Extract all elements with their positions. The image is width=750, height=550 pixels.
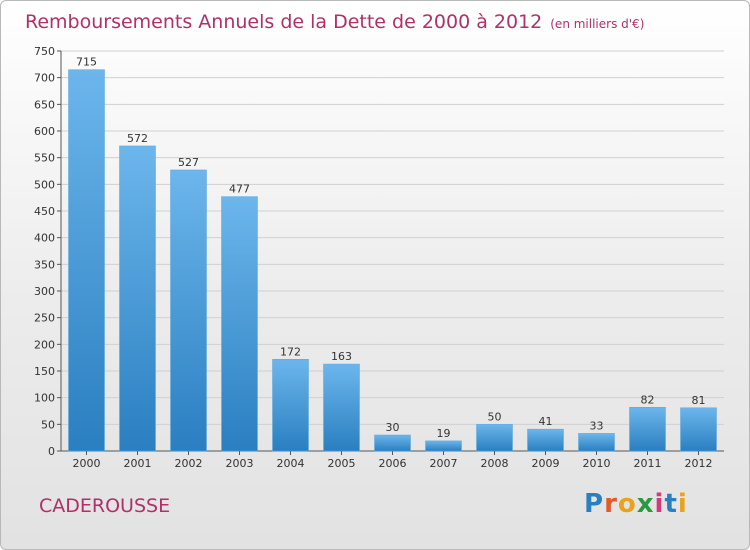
bar-2002 (170, 169, 207, 452)
x-tick-label-2008: 2008 (481, 457, 509, 470)
y-tick-label: 700 (34, 72, 55, 85)
y-tick-label: 200 (34, 338, 55, 351)
y-tick-label: 0 (48, 445, 55, 458)
x-tick-label-2000: 2000 (73, 457, 101, 470)
x-tick-label-2003: 2003 (226, 457, 254, 470)
y-tick-label: 150 (34, 365, 55, 378)
y-tick-label: 600 (34, 125, 55, 138)
bar-2007 (425, 440, 462, 452)
x-tick-label-2002: 2002 (175, 457, 203, 470)
bar-2006 (374, 434, 411, 452)
x-tick-label-2010: 2010 (583, 457, 611, 470)
bar-2010 (578, 433, 615, 452)
x-tick-label-2007: 2007 (430, 457, 458, 470)
y-tick-label: 650 (34, 98, 55, 111)
bars (68, 69, 717, 452)
y-tick-label: 100 (34, 392, 55, 405)
value-label-2000: 715 (76, 56, 97, 69)
x-tick-label-2001: 2001 (124, 457, 152, 470)
logo-letter: t (664, 489, 678, 519)
value-label-2008: 50 (488, 410, 502, 423)
value-label-2005: 163 (331, 350, 352, 363)
value-label-2009: 41 (539, 415, 553, 428)
gridlines (61, 50, 724, 425)
axes (57, 50, 724, 455)
logo-letter: o (617, 489, 637, 519)
y-tick-label: 450 (34, 205, 55, 218)
y-tick-label: 400 (34, 232, 55, 245)
y-tick-label: 50 (41, 418, 55, 431)
city-name: CADEROUSSE (39, 495, 171, 517)
chart-unit: (en milliers d'€) (550, 17, 645, 31)
x-tick-label-2004: 2004 (277, 457, 305, 470)
value-label-2006: 30 (386, 421, 400, 434)
chart-title: Remboursements Annuels de la Dette de 20… (25, 11, 644, 33)
value-label-2007: 19 (437, 427, 451, 440)
labels: 0501001502002503003504004505005506006507… (34, 45, 713, 470)
y-tick-label: 550 (34, 152, 55, 165)
value-label-2003: 477 (229, 183, 250, 196)
x-tick-label-2005: 2005 (328, 457, 356, 470)
y-tick-label: 300 (34, 285, 55, 298)
bar-2000 (68, 69, 105, 452)
x-tick-label-2006: 2006 (379, 457, 407, 470)
y-tick-label: 350 (34, 258, 55, 271)
value-label-2012: 81 (692, 394, 706, 407)
logo-letter: i (654, 489, 665, 519)
value-label-2011: 82 (641, 393, 655, 406)
value-label-2002: 527 (178, 156, 199, 169)
chart-title-text: Remboursements Annuels de la Dette de 20… (25, 11, 543, 33)
logo-letter: P (584, 489, 605, 519)
bar-2011 (629, 407, 666, 452)
y-tick-label: 500 (34, 178, 55, 191)
logo-letter: x (636, 489, 655, 519)
value-label-2004: 172 (280, 345, 301, 358)
y-tick-label: 750 (34, 45, 55, 58)
bar-2003 (221, 196, 258, 452)
bar-2005 (323, 363, 360, 452)
bar-2004 (272, 359, 309, 452)
x-tick-label-2011: 2011 (634, 457, 662, 470)
proxiti-logo[interactable]: Proxiti (584, 489, 688, 519)
x-tick-label-2012: 2012 (685, 457, 713, 470)
value-label-2010: 33 (590, 419, 604, 432)
bar-2009 (527, 428, 564, 452)
bar-2001 (119, 145, 156, 452)
bar-2008 (476, 424, 513, 452)
logo-letter: r (604, 489, 618, 519)
x-tick-label-2009: 2009 (532, 457, 560, 470)
logo-letter: i (677, 489, 688, 519)
value-label-2001: 572 (127, 132, 148, 145)
bar-2012 (680, 407, 717, 452)
y-tick-label: 250 (34, 312, 55, 325)
